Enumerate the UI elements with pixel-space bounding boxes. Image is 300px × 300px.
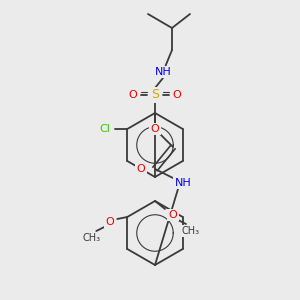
- Text: O: O: [169, 210, 177, 220]
- Text: O: O: [105, 217, 114, 227]
- Text: CH₃: CH₃: [182, 226, 200, 236]
- Text: O: O: [136, 164, 146, 174]
- Text: O: O: [151, 124, 159, 134]
- Text: NH: NH: [175, 178, 191, 188]
- Text: O: O: [172, 90, 182, 100]
- Text: Cl: Cl: [100, 124, 111, 134]
- Text: S: S: [151, 88, 159, 101]
- Text: CH₃: CH₃: [82, 233, 100, 243]
- Text: O: O: [129, 90, 137, 100]
- Text: NH: NH: [154, 67, 171, 77]
